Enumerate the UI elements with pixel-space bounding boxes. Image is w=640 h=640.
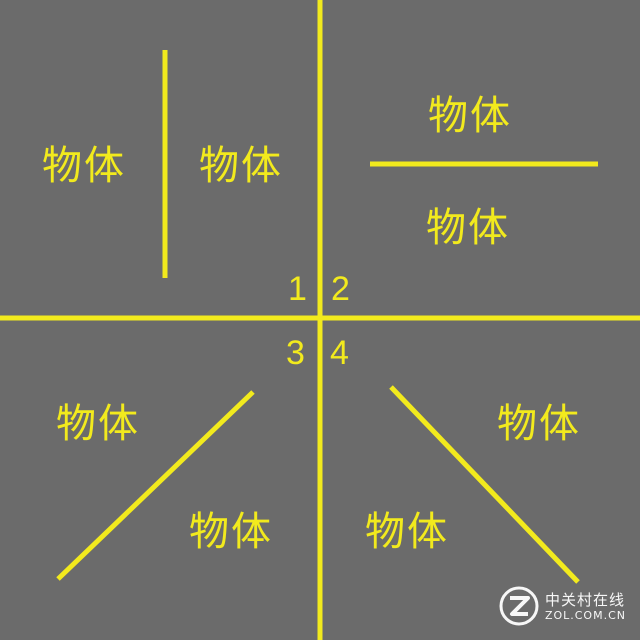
q3-bottom-label: 物体 xyxy=(189,509,273,555)
zol-watermark: 中关村在线 ZOL.COM.CN xyxy=(499,586,626,626)
watermark-en: ZOL.COM.CN xyxy=(544,608,626,622)
quadrant-number-1: 1 xyxy=(288,270,307,308)
quadrant-number-3: 3 xyxy=(286,334,305,372)
q2-bottom-label: 物体 xyxy=(426,205,510,251)
watermark-cn: 中关村在线 xyxy=(544,590,625,609)
q1-left-label: 物体 xyxy=(42,143,126,189)
zol-logo-icon xyxy=(499,586,539,626)
quadrant-number-2: 2 xyxy=(331,270,350,308)
q4-right-label: 物体 xyxy=(497,401,581,447)
q4-left-label: 物体 xyxy=(365,509,449,555)
q1-right-label: 物体 xyxy=(199,143,283,189)
q3-top-label: 物体 xyxy=(56,401,140,447)
q3-diagonal-divider xyxy=(56,390,255,581)
quadrant-number-4: 4 xyxy=(330,334,349,372)
q2-top-label: 物体 xyxy=(428,93,512,139)
watermark-text: 中关村在线 ZOL.COM.CN xyxy=(545,591,626,622)
q4-diagonal-divider xyxy=(389,385,580,584)
